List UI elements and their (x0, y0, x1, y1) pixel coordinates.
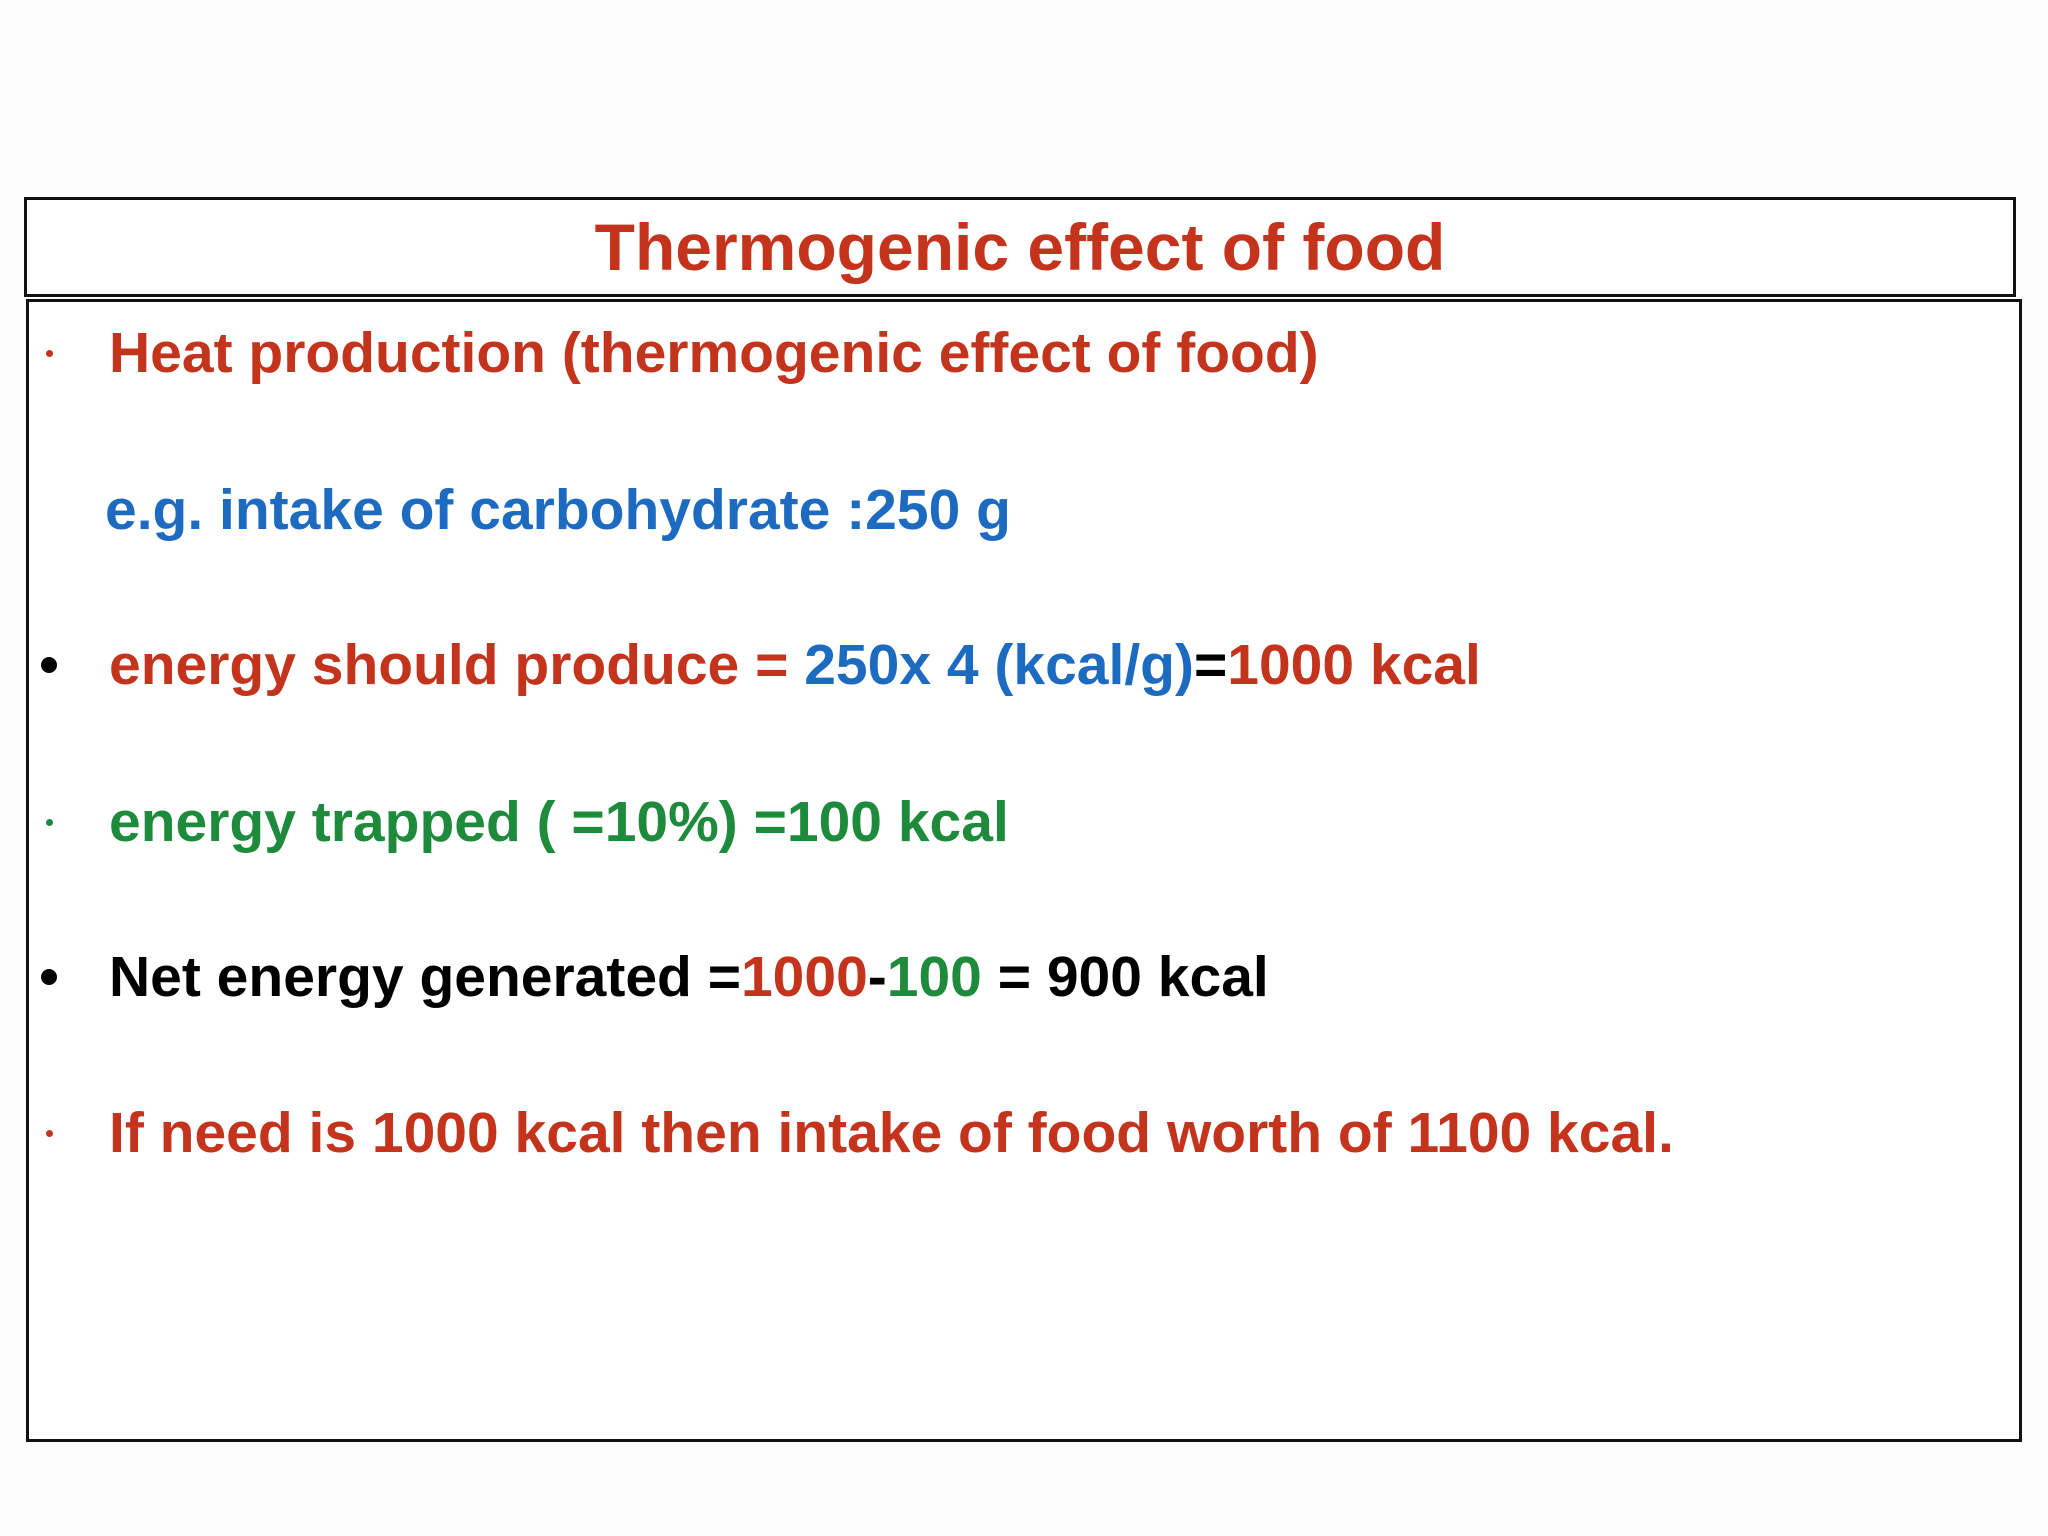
text-segment: 250x 4 (kcal/g) (804, 633, 1194, 697)
line-text: energy trapped ( =10%) =100 kcal (109, 789, 1009, 855)
bullet-line: e.g. intake of carbohydrate :250 g (29, 470, 2019, 550)
line-text: energy should produce = 250x 4 (kcal/g)=… (109, 632, 1481, 698)
bullet (45, 818, 53, 826)
text-segment: Net energy generated = (109, 945, 741, 1009)
bullet (41, 657, 57, 673)
text-segment: e.g. intake of carbohydrate :250 g (105, 478, 1011, 542)
text-segment: 1000 (740, 945, 868, 1009)
text-segment: = (1193, 633, 1228, 697)
slide-title: Thermogenic effect of food (594, 210, 1446, 284)
bullet-line: If need is 1000 kcal then intake of food… (29, 1093, 2019, 1173)
bullet (41, 969, 57, 985)
text-segment: = 900 kcal (981, 945, 1269, 1009)
title-box: Thermogenic effect of food (24, 197, 2016, 297)
text-segment: Heat production (thermogenic effect of f… (109, 321, 1319, 385)
content-box: Heat production (thermogenic effect of f… (26, 299, 2022, 1442)
text-segment: energy trapped ( =10%) =100 kcal (109, 790, 1009, 854)
text-segment: energy should produce = (109, 633, 805, 697)
bullet-line: Heat production (thermogenic effect of f… (29, 313, 2019, 393)
bullet (45, 1129, 53, 1137)
text-segment: - (867, 945, 887, 1009)
bullet-line: energy trapped ( =10%) =100 kcal (29, 782, 2019, 862)
text-segment: 100 (886, 945, 982, 1009)
line-text: Heat production (thermogenic effect of f… (109, 320, 1319, 386)
line-text: If need is 1000 kcal then intake of food… (109, 1100, 1674, 1166)
bullet-line: energy should produce = 250x 4 (kcal/g)=… (29, 625, 2019, 705)
text-segment: If need is 1000 kcal then intake of food… (109, 1101, 1674, 1165)
line-text: Net energy generated =1000-100 = 900 kca… (109, 944, 1269, 1010)
line-text: e.g. intake of carbohydrate :250 g (105, 477, 1011, 543)
bullet-line: Net energy generated =1000-100 = 900 kca… (29, 937, 2019, 1017)
bullet (45, 349, 53, 357)
text-segment: 1000 kcal (1227, 633, 1481, 697)
